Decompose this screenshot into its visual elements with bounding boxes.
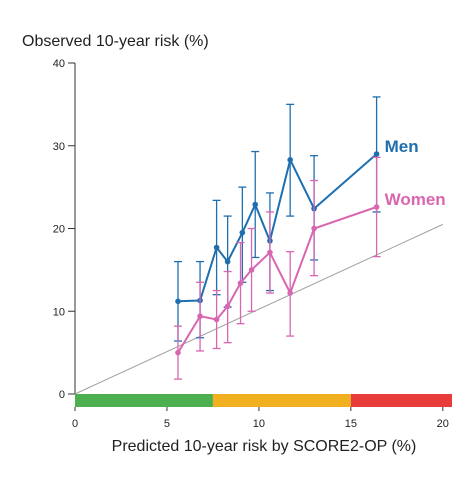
women-point-3 (224, 303, 231, 310)
reference-line (74, 223, 444, 395)
women-series-label: Women (385, 190, 446, 209)
women-point-5 (248, 267, 255, 273)
women-point-6 (267, 249, 273, 256)
risk-band-0 (75, 394, 213, 407)
men-point-3 (224, 258, 231, 265)
men-point-9 (373, 151, 380, 157)
women-line (177, 206, 377, 354)
women-point-0 (175, 349, 181, 356)
x-tick-label-15: 15 (345, 418, 357, 430)
women-point-2 (213, 316, 220, 323)
women-point-9 (373, 204, 380, 210)
women-point-1 (197, 313, 203, 320)
women-point-8 (311, 225, 317, 232)
men-point-0 (175, 298, 181, 305)
men-point-5 (252, 201, 259, 208)
y-axis-title: Observed 10-year risk (%) (22, 33, 209, 50)
risk-band-2 (350, 394, 452, 407)
risk-band-1 (212, 394, 351, 407)
axes: 0 10 20 30 40 0 5 10 15 20 (53, 58, 449, 430)
x-axis-title: Predicted 10-year risk by SCORE2-OP (%) (112, 438, 417, 455)
risk-band-bar (75, 394, 452, 407)
y-tick-label-30: 30 (53, 141, 65, 153)
men-point-2 (213, 244, 220, 251)
men-series-label: Men (385, 137, 419, 156)
men-line (177, 153, 378, 303)
plot-area: Men Women (74, 96, 446, 395)
x-tick-label-20: 20 (437, 418, 449, 430)
women-point-7 (287, 290, 293, 296)
x-tick-label-0: 0 (72, 418, 78, 430)
y-tick-label-10: 10 (53, 306, 65, 318)
y-tick-label-0: 0 (59, 389, 65, 401)
x-tick-label-5: 5 (164, 418, 170, 430)
x-tick-label-10: 10 (253, 418, 265, 430)
y-tick-label-20: 20 (53, 224, 65, 236)
y-tick-label-40: 40 (53, 58, 65, 70)
men-point-7 (287, 157, 293, 163)
men-point-4 (239, 229, 246, 236)
men-series: Men (173, 96, 419, 342)
women-point-4 (237, 280, 244, 286)
women-series: Women (173, 156, 446, 380)
